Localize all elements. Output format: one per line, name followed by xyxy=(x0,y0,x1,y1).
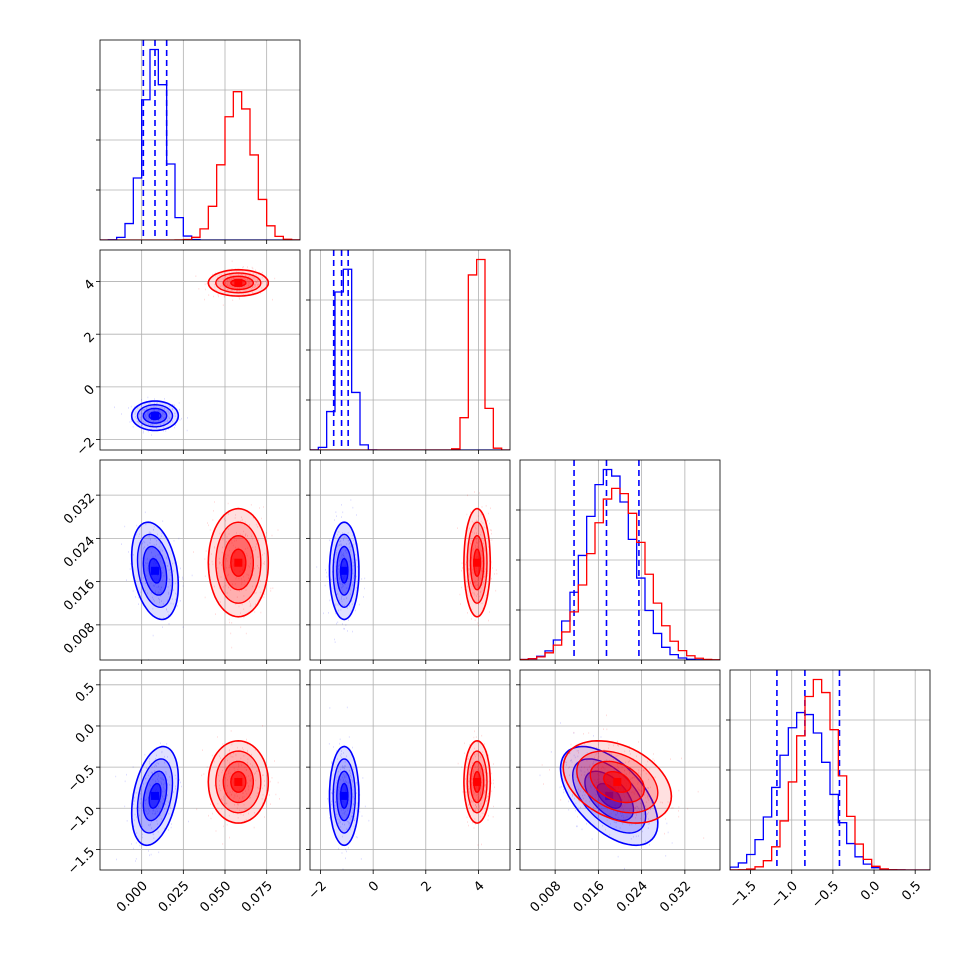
grid xyxy=(520,460,720,660)
histogram-series-0 xyxy=(520,468,720,660)
y-tick-label: 0.032 xyxy=(61,491,98,528)
x-tick-label: 4 xyxy=(471,879,487,895)
x-tick-label: 0.0 xyxy=(858,879,883,904)
histogram-panel-0 xyxy=(96,39,301,244)
scatter-panel-3-1: −2 0 2 4 xyxy=(306,669,511,903)
x-tick-label: 0.025 xyxy=(156,879,193,916)
x-tick-label: 0 xyxy=(366,879,382,895)
y-tick-label: −0.5 xyxy=(65,763,98,796)
y-tick-label: 0.016 xyxy=(61,577,98,614)
scatter-panel-2-1 xyxy=(306,459,511,664)
density-peak xyxy=(151,791,159,800)
y-tick-label: −2 xyxy=(74,435,98,459)
y-tick-label: 4 xyxy=(82,277,98,293)
scatter-panel-1-0: −2 0 2 4 xyxy=(74,249,301,459)
histogram-series-0 xyxy=(100,48,300,240)
density-peak xyxy=(234,777,243,786)
histogram-series-0 xyxy=(310,268,510,450)
panel-frame xyxy=(309,249,511,451)
y-tick-label: 0.008 xyxy=(61,620,98,657)
scatter-panel-3-0: 0.000 0.025 0.050 0.075 −1.5 −1.0 −0.5 0.0 0.5 xyxy=(65,669,301,916)
y-tick-label: 0.5 xyxy=(73,680,98,705)
x-tick-label: −1.5 xyxy=(727,879,760,912)
scatter-panel-2-0: 0.008 0.016 0.024 0.032 xyxy=(61,459,301,664)
density-peak xyxy=(234,558,243,567)
panel-frame xyxy=(99,249,301,451)
histogram-series-1 xyxy=(100,91,300,240)
histogram-series-1 xyxy=(310,258,510,450)
grid xyxy=(100,40,300,240)
grid xyxy=(100,460,300,660)
density-peak xyxy=(473,558,482,567)
density-peak xyxy=(340,791,349,800)
x-tick-label: −2 xyxy=(306,879,330,903)
grid xyxy=(310,670,510,870)
histogram-series-0 xyxy=(730,711,930,870)
grid xyxy=(310,250,510,450)
x-tick-label: 0.5 xyxy=(899,879,924,904)
x-tick-label: −0.5 xyxy=(809,879,842,912)
panel-frame xyxy=(309,459,511,661)
density-peak xyxy=(605,791,614,800)
x-tick-label: 0.016 xyxy=(571,879,608,916)
y-tick-label: 0 xyxy=(82,382,98,398)
y-tick-label: −1.0 xyxy=(65,804,98,837)
panel-frame xyxy=(99,669,301,871)
panel-frame xyxy=(99,39,301,241)
histogram-panel-3: −1.5 −1.0 −0.5 0.0 0.5 xyxy=(726,669,931,912)
grid xyxy=(100,670,300,870)
x-tick-label: 0.000 xyxy=(114,879,151,916)
x-tick-label: 0.024 xyxy=(614,879,651,916)
panel-frame xyxy=(519,669,721,871)
density-peak xyxy=(151,566,159,575)
grid xyxy=(520,670,720,870)
x-tick-label: 0.032 xyxy=(657,879,694,916)
y-tick-label: 0.024 xyxy=(61,534,98,571)
scatter-panel-3-2: 0.008 0.016 0.024 0.032 xyxy=(516,669,721,916)
histogram-series-1 xyxy=(520,487,720,660)
density-peak xyxy=(234,278,243,287)
grid xyxy=(100,250,300,450)
panel-frame xyxy=(519,459,721,661)
panel-frame xyxy=(729,669,931,871)
x-tick-label: 0.008 xyxy=(527,879,564,916)
x-tick-label: 0.050 xyxy=(197,879,234,916)
density-peak xyxy=(340,566,349,575)
y-tick-label: 2 xyxy=(82,330,98,346)
x-tick-label: 0.075 xyxy=(239,879,276,916)
y-tick-label: −1.5 xyxy=(65,845,98,878)
histogram-panel-1 xyxy=(306,249,511,454)
x-tick-label: −1.0 xyxy=(768,879,801,912)
y-tick-label: 0.0 xyxy=(73,721,98,746)
density-peak xyxy=(613,777,622,786)
panel-frame xyxy=(99,459,301,661)
density-peak xyxy=(473,777,482,786)
x-tick-label: 2 xyxy=(419,879,435,895)
panel-frame xyxy=(309,669,511,871)
density-peak xyxy=(151,411,159,420)
histogram-panel-2 xyxy=(516,459,721,664)
